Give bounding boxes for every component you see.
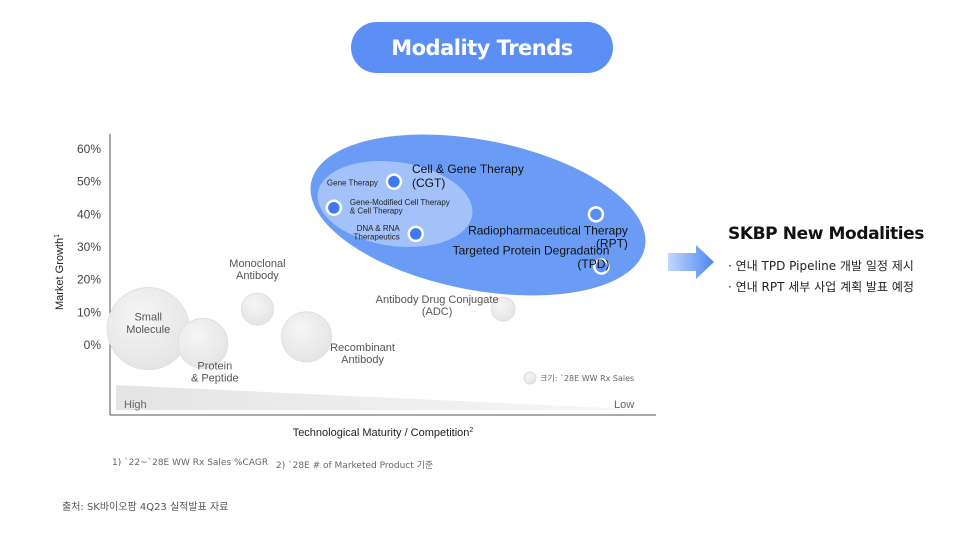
point-marker [281,311,333,363]
new-modalities-title: SKBP New Modalities [728,224,925,244]
point-label: Radiopharmaceutical Therapy (RPT) [468,223,628,250]
point-label-line: (ADC) [422,306,453,318]
point-label: Antibody Drug Conjugate (ADC) [376,294,499,318]
x-axis-high-label: High [124,399,147,411]
point-label-line: Protein [197,360,232,372]
x-axis-title-text: Technological Maturity / Competition [293,427,470,439]
new-modalities-bullets: · 연내 TPD Pipeline 개발 일정 제시 · 연내 RPT 세부 사… [728,256,914,298]
point-label-line: Radiopharmaceutical Therapy [468,223,628,237]
point-label: Protein & Peptide [191,360,239,384]
point-label: Targeted Protein Degradation (TPD) [453,244,610,271]
bullet-tpd: · 연내 TPD Pipeline 개발 일정 제시 [728,259,914,273]
x-axis-title: Technological Maturity / Competition2 [293,427,474,439]
point-label-line: Molecule [126,324,170,336]
cgt-group-label-line: (CGT) [412,176,445,190]
point-label-line: & Cell Therapy [350,207,403,216]
point-label-line: & Peptide [191,372,239,384]
x-axis-low-label: Low [614,399,634,411]
point-label-line: (RPT) [596,237,628,251]
point-marker [407,225,425,243]
point-label: Gene-Modified Cell Therapy & Cell Therapy [350,198,450,216]
point-marker [177,317,229,369]
y-tick-labels: 60% 50% 40% 30% 20% 10% 0% [77,142,101,352]
y-axis-title: Market Growth1 [54,234,66,310]
cgt-group-label-line: Cell & Gene Therapy [412,162,524,176]
competition-wedge [116,385,650,410]
y-axis-title-sup: 1 [54,234,61,238]
y-tick-label: 10% [77,305,101,319]
point-label: DNA & RNA Therapeutics [354,224,401,242]
point-label: Monoclonal Antibody [229,258,285,282]
x-axis-title-sup: 2 [469,427,473,434]
point-label: Small Molecule [126,312,170,336]
point-label: Recombinant Antibody [330,342,395,366]
size-legend-label: 크기: `28E WW Rx Sales [540,373,634,383]
y-tick-label: 20% [77,273,101,287]
point-label-line: DNA & RNA [357,224,401,233]
point-marker [385,173,403,190]
point-marker [593,258,610,275]
source-note: 출처: SK바이오팜 4Q23 실적발표 자료 [62,502,229,513]
point-label-line: Antibody Drug Conjugate [376,294,499,306]
point-marker [587,206,605,223]
page-title: Modality Trends [351,22,613,73]
point-marker [240,292,274,326]
y-tick-label: 50% [77,175,101,189]
y-tick-label: 40% [77,207,101,221]
point-marker [325,199,343,217]
point-label-line: Monoclonal [229,258,285,270]
footnote-2: 2) `28E # of Marketed Product 기준 [276,461,434,471]
bullet-rpt: · 연내 RPT 세부 사업 계획 발표 예정 [728,280,914,294]
point-label-line: Antibody [341,354,384,366]
point-label-line: Therapeutics [354,233,400,242]
point-label-line: Gene Therapy [327,179,378,188]
new-modality-ellipse-inner [317,161,473,247]
y-tick-label: 30% [77,240,101,254]
point-label-line: (TPD) [577,257,609,271]
y-tick-label: 60% [77,142,101,156]
point-label-line: Gene-Modified Cell Therapy [350,198,450,207]
point-label-line: Antibody [236,270,279,282]
cgt-group-label: Cell & Gene Therapy (CGT) [412,162,524,190]
footnote-1: 1) `22~`28E WW Rx Sales %CAGR [112,458,269,468]
point-label-line: Targeted Protein Degradation [453,244,610,258]
size-legend-marker [523,371,537,385]
y-axis-title-text: Market Growth [54,238,66,310]
point-marker [490,296,516,322]
point-label: Gene Therapy [327,179,378,188]
point-label-line: Recombinant [330,342,395,354]
y-tick-label: 0% [84,338,102,352]
right-arrow-icon [668,245,714,279]
point-label-line: Small [134,312,162,324]
